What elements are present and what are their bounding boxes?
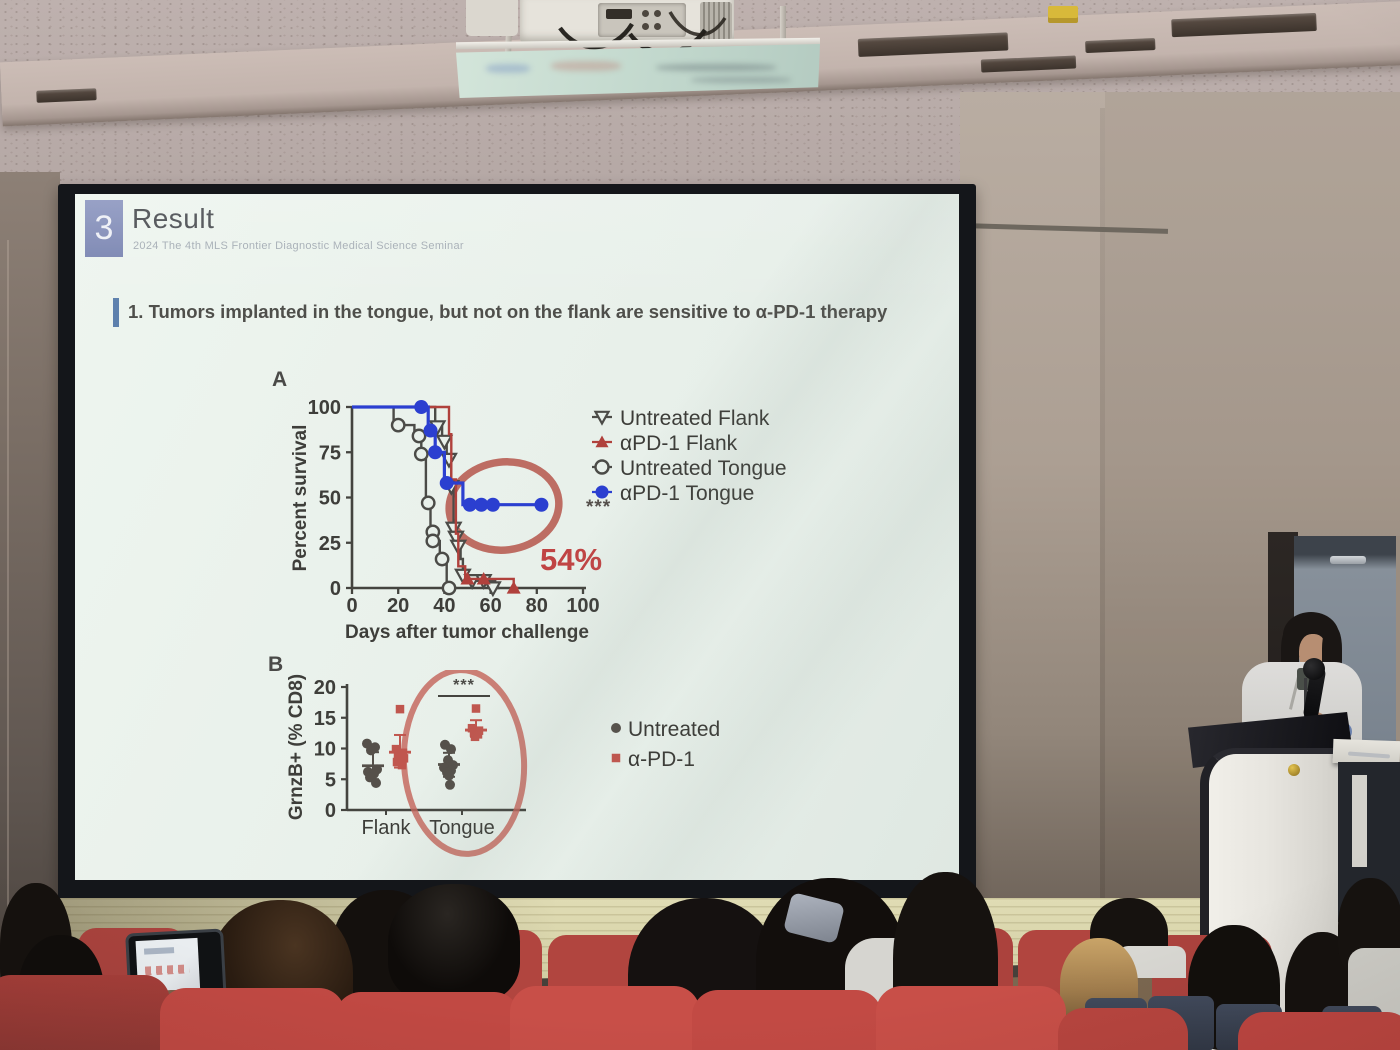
svg-text:100: 100	[308, 397, 341, 419]
svg-text:Untreated Tongue: Untreated Tongue	[620, 457, 787, 480]
svg-text:***: ***	[586, 497, 611, 518]
ceiling-vent	[36, 88, 97, 103]
presentation-slide: 3 Result 2024 The 4th MLS Frontier Diagn…	[75, 194, 959, 880]
svg-text:Percent survival: Percent survival	[290, 425, 311, 572]
grnzb-scatter-chart: 0 5 10 15 20 GrnzB+ (% CD8) Flank Tongue Untreat…	[286, 670, 720, 857]
seat-back-front-row	[692, 990, 882, 1050]
panel-a-label: A	[272, 368, 288, 391]
audience-head	[388, 884, 520, 1004]
seat-back-front-row	[0, 975, 170, 1050]
svg-text:20: 20	[387, 595, 409, 617]
title-accent-bar	[113, 298, 119, 327]
svg-text:100: 100	[566, 595, 599, 617]
seat-back-front-row	[876, 986, 1066, 1050]
projector-ports	[598, 3, 686, 37]
seat-back-front-row	[510, 986, 700, 1050]
svg-text:αPD-1 Flank: αPD-1 Flank	[620, 432, 738, 455]
svg-text:Days after tumor challenge: Days after tumor challenge	[345, 622, 589, 643]
panel-b-label: B	[268, 653, 284, 676]
projector	[520, 0, 1078, 55]
projection-screen: 3 Result 2024 The 4th MLS Frontier Diagn…	[58, 184, 976, 908]
side-table-leg	[1352, 775, 1367, 867]
door-handle	[1330, 556, 1366, 564]
ceiling-vent	[1171, 12, 1317, 38]
slide-section-title: 1. Tumors implanted in the tongue, but n…	[113, 298, 887, 327]
svg-text:54%: 54%	[540, 542, 602, 577]
projector-warning-label	[1048, 6, 1078, 23]
svg-text:GrnzB+ (% CD8): GrnzB+ (% CD8)	[286, 674, 307, 820]
svg-text:Untreated: Untreated	[628, 718, 720, 741]
svg-text:0: 0	[325, 800, 336, 822]
slide-number: 3	[94, 209, 114, 247]
seat-back-front-row	[1058, 1008, 1188, 1050]
svg-text:Untreated Flank: Untreated Flank	[620, 407, 770, 430]
svg-text:αPD-1 Tongue: αPD-1 Tongue	[620, 482, 754, 505]
ceiling-vent	[857, 32, 1009, 57]
podium-emblem	[1288, 764, 1300, 776]
slide-number-box: 3	[85, 200, 123, 257]
survival-curve-chart: 0 20 40 60 80 100 0 25 50 75 100 Days after tumor c…	[290, 397, 787, 643]
wall-corner	[1100, 108, 1105, 914]
left-wall-trim	[7, 240, 9, 1000]
svg-text:10: 10	[314, 739, 336, 761]
slide-header-title: Result	[132, 203, 215, 234]
svg-text:75: 75	[319, 442, 341, 464]
slide-header-subtitle: 2024 The 4th MLS Frontier Diagnostic Med…	[133, 240, 464, 252]
svg-text:0: 0	[330, 578, 341, 600]
svg-text:***: ***	[453, 677, 475, 694]
svg-text:5: 5	[325, 769, 336, 791]
svg-text:Tongue: Tongue	[429, 817, 495, 839]
svg-text:0: 0	[346, 595, 357, 617]
svg-text:25: 25	[319, 533, 341, 555]
svg-text:50: 50	[319, 488, 341, 510]
svg-text:40: 40	[433, 595, 455, 617]
ceiling-vent	[1085, 38, 1156, 54]
svg-text:Flank: Flank	[362, 817, 412, 839]
svg-text:80: 80	[526, 595, 548, 617]
seat-back-front-row	[160, 988, 345, 1050]
svg-text:60: 60	[479, 595, 501, 617]
seat-back-front-row	[335, 992, 520, 1050]
ceiling-vent	[980, 55, 1077, 73]
svg-text:15: 15	[314, 708, 336, 730]
projector-hanger	[780, 6, 786, 56]
svg-text:20: 20	[314, 677, 336, 699]
seat-back-front-row	[1238, 1012, 1400, 1050]
projector-mount	[466, 0, 518, 36]
svg-text:α-PD-1: α-PD-1	[628, 748, 695, 771]
microphone-head	[1303, 658, 1325, 680]
